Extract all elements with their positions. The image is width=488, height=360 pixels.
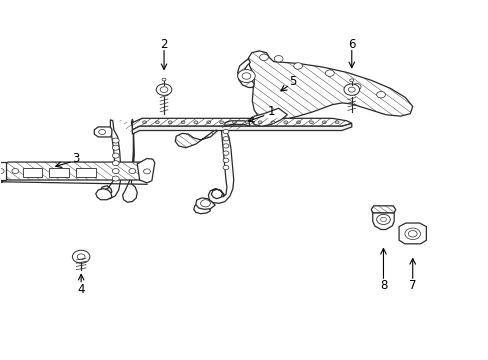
Circle shape [143, 169, 150, 174]
Polygon shape [1, 164, 5, 183]
Circle shape [156, 84, 171, 95]
Polygon shape [0, 162, 5, 180]
Circle shape [77, 254, 85, 260]
Circle shape [223, 136, 228, 141]
Circle shape [112, 145, 119, 150]
Circle shape [162, 78, 165, 81]
Polygon shape [100, 120, 121, 199]
Circle shape [283, 121, 287, 124]
Circle shape [129, 168, 136, 174]
Text: 8: 8 [379, 279, 386, 292]
Circle shape [351, 84, 360, 90]
Circle shape [343, 84, 359, 95]
Circle shape [112, 176, 119, 181]
Circle shape [160, 87, 167, 93]
Circle shape [12, 168, 19, 174]
Circle shape [274, 55, 283, 62]
Circle shape [194, 121, 198, 124]
Text: 2: 2 [160, 38, 167, 51]
Polygon shape [175, 125, 221, 148]
Polygon shape [132, 123, 351, 134]
Polygon shape [5, 162, 147, 180]
Circle shape [142, 121, 146, 124]
Circle shape [99, 130, 105, 134]
Circle shape [168, 121, 172, 124]
Circle shape [112, 161, 119, 166]
Circle shape [245, 121, 249, 124]
Circle shape [223, 151, 228, 155]
Polygon shape [251, 108, 287, 126]
Circle shape [296, 121, 300, 124]
Circle shape [349, 79, 353, 82]
Polygon shape [224, 121, 249, 126]
Circle shape [237, 69, 255, 82]
Circle shape [293, 63, 302, 69]
Circle shape [112, 138, 119, 143]
Circle shape [380, 217, 386, 222]
Circle shape [112, 168, 119, 174]
Circle shape [72, 250, 90, 263]
Text: 5: 5 [289, 75, 296, 88]
Circle shape [206, 121, 210, 124]
Polygon shape [372, 213, 393, 229]
Circle shape [407, 230, 416, 237]
Bar [49, 168, 69, 177]
Text: 1: 1 [267, 105, 275, 118]
Circle shape [223, 165, 228, 170]
Circle shape [0, 168, 4, 174]
Polygon shape [137, 158, 155, 183]
Text: 4: 4 [77, 283, 85, 296]
Circle shape [232, 121, 236, 124]
Bar [22, 168, 42, 177]
Circle shape [181, 121, 184, 124]
Polygon shape [237, 59, 254, 87]
Polygon shape [94, 127, 112, 137]
Circle shape [223, 144, 228, 148]
Circle shape [325, 70, 333, 76]
Circle shape [334, 121, 338, 124]
Circle shape [404, 228, 420, 239]
Circle shape [270, 121, 274, 124]
Circle shape [112, 153, 119, 158]
Polygon shape [370, 206, 395, 213]
Circle shape [155, 121, 159, 124]
Circle shape [242, 73, 250, 79]
Circle shape [258, 121, 262, 124]
Polygon shape [96, 189, 112, 200]
Polygon shape [195, 198, 215, 210]
Circle shape [309, 121, 313, 124]
Circle shape [322, 121, 325, 124]
Polygon shape [398, 223, 426, 244]
Bar [76, 168, 96, 177]
Circle shape [200, 200, 210, 207]
Circle shape [376, 91, 385, 98]
Circle shape [223, 158, 228, 162]
Text: 7: 7 [408, 279, 416, 292]
Text: 3: 3 [72, 152, 80, 165]
Circle shape [376, 215, 389, 225]
Circle shape [219, 121, 223, 124]
Circle shape [347, 87, 354, 92]
Circle shape [259, 54, 268, 60]
Polygon shape [248, 51, 412, 121]
Polygon shape [122, 119, 137, 202]
Polygon shape [193, 203, 210, 214]
Polygon shape [208, 123, 233, 203]
Polygon shape [132, 118, 351, 130]
Circle shape [223, 130, 228, 134]
Text: 6: 6 [347, 38, 355, 51]
